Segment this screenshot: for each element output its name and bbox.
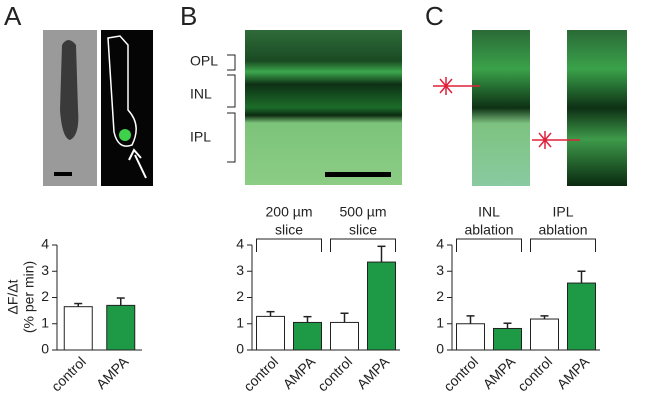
bar [530,318,559,351]
layer-label: INL [190,86,212,102]
group-label: 500 µm [340,204,387,220]
scale-bar [54,172,72,176]
y-axis-label: (% per min) [21,261,37,333]
retina-image [567,30,627,186]
cell-outline [107,35,137,147]
x-tick-label: control [514,353,555,394]
bar [367,261,396,351]
y-tick-label: 3 [436,262,444,278]
y-tick-label: 0 [41,341,49,357]
group-label: IPL [552,204,573,220]
group-label: ablation [538,222,587,238]
group-bracket [456,238,522,252]
cell-soma [119,129,131,141]
y-tick-label: 2 [41,288,49,304]
panel-letter: C [425,1,444,31]
scale-bar [325,172,391,177]
y-tick-label: 1 [436,314,444,330]
y-tick-label: 3 [41,262,49,278]
x-tick-label: control [240,353,281,394]
retina-image [245,30,402,185]
x-tick-label: AMPA [280,353,319,392]
x-tick-label: control [48,353,89,394]
layer-label: OPL [190,53,218,69]
group-label: slice [275,222,303,238]
group-bracket [530,238,596,252]
bar [456,323,485,351]
layer-bracket [227,54,236,163]
laser-mark [433,77,580,149]
group-bracket [256,238,322,252]
x-tick-label: AMPA [93,353,132,392]
bar [63,306,93,351]
bar [330,321,359,351]
bar [567,282,596,351]
y-tick-label: 0 [436,341,444,357]
group-label: INL [478,204,500,220]
x-tick-label: control [440,353,481,394]
panel-letter: A [4,1,22,31]
y-tick-label: 0 [236,341,244,357]
y-tick-label: 4 [236,236,244,252]
panel-letter: B [180,1,197,31]
arrow [128,148,147,179]
y-tick-label: 3 [236,262,244,278]
bar [293,321,322,351]
group-label: 200 µm [266,204,313,220]
bar [493,327,522,351]
group-bracket [330,238,396,252]
y-tick-label: 4 [436,236,444,252]
bar [106,304,136,351]
retina-image [472,30,530,186]
group-label: slice [349,222,377,238]
cell-shape [60,40,79,140]
y-tick-label: 1 [236,314,244,330]
y-axis-label: ΔF/Δt [5,279,21,314]
x-tick-label: AMPA [354,353,393,392]
x-tick-label: AMPA [554,353,593,392]
y-tick-label: 1 [41,314,49,330]
x-tick-label: AMPA [480,353,519,392]
y-tick-label: 2 [236,288,244,304]
y-tick-label: 4 [41,236,49,252]
layer-label: IPL [190,129,211,145]
y-tick-label: 2 [436,288,444,304]
group-label: ablation [464,222,513,238]
x-tick-label: control [314,353,355,394]
bar [256,315,285,351]
